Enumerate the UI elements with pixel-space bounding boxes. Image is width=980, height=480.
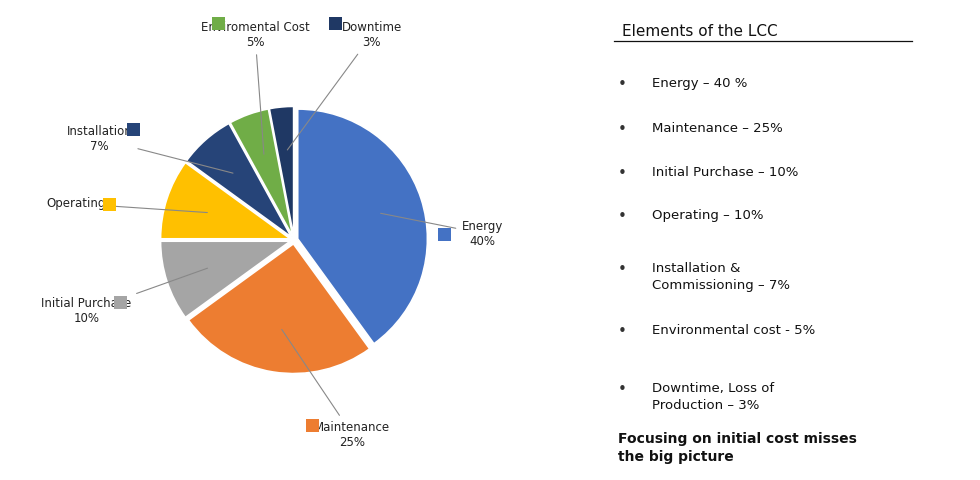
- Text: •: •: [617, 209, 626, 224]
- Text: Maintenance – 25%: Maintenance – 25%: [652, 122, 782, 135]
- FancyBboxPatch shape: [329, 17, 342, 30]
- Text: Installation
7%: Installation 7%: [67, 125, 233, 173]
- Text: Downtime, Loss of
Production – 3%: Downtime, Loss of Production – 3%: [652, 382, 774, 412]
- FancyBboxPatch shape: [103, 199, 117, 212]
- Text: Enviromental Cost
5%: Enviromental Cost 5%: [201, 21, 310, 154]
- Text: •: •: [617, 324, 626, 339]
- Text: •: •: [617, 122, 626, 137]
- FancyBboxPatch shape: [213, 17, 225, 30]
- Text: Operating – 10%: Operating – 10%: [652, 209, 763, 222]
- Text: Energy – 40 %: Energy – 40 %: [652, 77, 747, 90]
- Text: Elements of the LCC: Elements of the LCC: [621, 24, 777, 39]
- Text: •: •: [617, 262, 626, 276]
- Wedge shape: [161, 241, 290, 317]
- Wedge shape: [270, 107, 294, 236]
- Text: Focusing on initial cost misses
the big picture: Focusing on initial cost misses the big …: [617, 432, 857, 465]
- FancyBboxPatch shape: [306, 419, 318, 432]
- FancyBboxPatch shape: [114, 296, 126, 309]
- FancyBboxPatch shape: [438, 228, 451, 241]
- Text: Maintenance
25%: Maintenance 25%: [281, 329, 390, 449]
- Text: Downtime
3%: Downtime 3%: [287, 21, 402, 150]
- Text: •: •: [617, 77, 626, 92]
- Text: Environmental cost - 5%: Environmental cost - 5%: [652, 324, 815, 337]
- Text: Installation &
Commissioning – 7%: Installation & Commissioning – 7%: [652, 262, 790, 291]
- Wedge shape: [186, 123, 291, 237]
- Text: Energy
40%: Energy 40%: [380, 213, 503, 248]
- Wedge shape: [298, 109, 427, 344]
- FancyBboxPatch shape: [126, 123, 139, 136]
- Text: Initial Purchase – 10%: Initial Purchase – 10%: [652, 166, 798, 179]
- Wedge shape: [230, 109, 293, 236]
- Text: Operating: Operating: [46, 197, 208, 213]
- Wedge shape: [161, 163, 290, 239]
- Text: •: •: [617, 382, 626, 396]
- Text: Initial Purchase
10%: Initial Purchase 10%: [41, 268, 208, 325]
- Text: •: •: [617, 166, 626, 180]
- Wedge shape: [188, 244, 369, 373]
